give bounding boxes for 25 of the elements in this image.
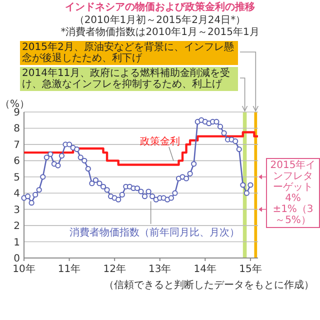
chart-title: インドネシアの物価および政策金利の推移 xyxy=(64,2,256,13)
band-label: 2014年11月、政府による燃料補助金削減を受け、急激なインフレを抑制するため、利上げ xyxy=(20,67,238,91)
x-tick-label: 11年 xyxy=(58,263,81,275)
y-tick-label: 5 xyxy=(14,172,20,184)
y-tick-label: 0 xyxy=(14,254,20,264)
annotation: 2015年インフレターゲット4%±1%（3～5%） xyxy=(266,158,320,228)
y-tick-label: 9 xyxy=(14,108,20,118)
y-tick-label: 4 xyxy=(14,188,20,200)
y-tick-label: 2 xyxy=(14,221,20,232)
y-tick-label: 6 xyxy=(14,156,20,168)
y-tick-label: 3 xyxy=(14,204,20,216)
y-tick-label: 8 xyxy=(14,124,20,135)
x-tick-label: 14年 xyxy=(194,263,217,275)
chart-subtitle: （2010年1月初～2015年2月24日*） xyxy=(73,15,247,26)
x-tick-label: 10年 xyxy=(12,263,36,275)
x-tick-label: 15年 xyxy=(239,263,262,275)
text: （信頼できると判断したデータをもとに作成） xyxy=(104,280,314,291)
text: *消費者物価指数は2010年1月～2015年1月 xyxy=(60,27,260,38)
x-tick-label: 13年 xyxy=(148,263,172,275)
y-tick-label: 1 xyxy=(14,237,20,248)
y-tick-label: 7 xyxy=(14,140,20,151)
x-tick-label: 12年 xyxy=(103,263,126,275)
series-label: 政策金利 xyxy=(140,135,180,148)
text: 消費者物価指数（前年同月比、月次） xyxy=(69,226,240,238)
band-label: 2015年2月、原油安などを背景に、インフレ懸念が後退したため、利下げ xyxy=(20,41,238,65)
